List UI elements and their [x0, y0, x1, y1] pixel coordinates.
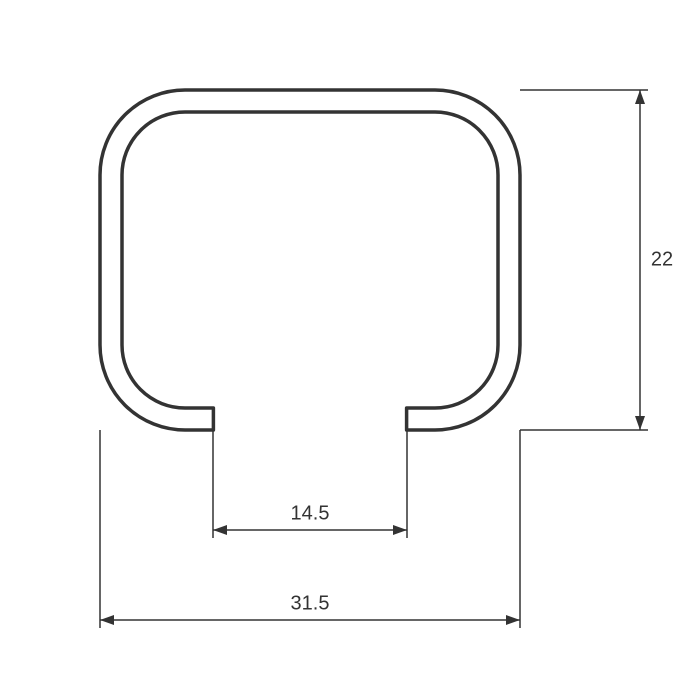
- dim-overall-width: 31.5: [100, 430, 520, 628]
- dim-overall-height-label: 22: [651, 248, 673, 270]
- dim-slot-width: 14.5: [213, 430, 407, 538]
- profile-outline: [100, 90, 520, 430]
- dim-overall-width-label: 31.5: [291, 592, 330, 614]
- dim-slot-width-label: 14.5: [291, 502, 330, 524]
- dim-overall-height: 22: [520, 90, 673, 430]
